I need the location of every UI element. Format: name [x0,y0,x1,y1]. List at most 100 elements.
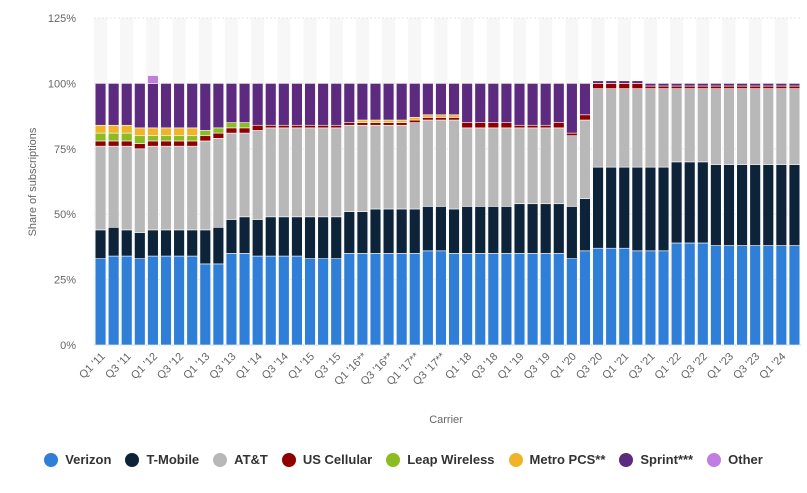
bar-segment[interactable] [251,83,264,126]
bar-segment[interactable] [238,83,251,123]
bar-segment[interactable] [107,83,120,126]
bar-segment[interactable] [121,255,133,346]
bar-segment[interactable] [278,255,290,346]
bar-segment[interactable] [579,198,591,252]
bar-segment[interactable] [710,164,722,246]
bar-segment[interactable] [736,83,748,87]
bar-segment[interactable] [461,206,473,254]
legend-item[interactable]: Metro PCS** [508,452,605,467]
bar-segment[interactable] [448,83,460,116]
bar-segment[interactable] [592,83,604,89]
bar-segment[interactable] [684,85,696,89]
bar-segment[interactable] [225,219,238,254]
bar-segment[interactable] [762,245,774,346]
bar-segment[interactable] [186,135,198,142]
bar-segment[interactable] [710,83,722,87]
bar-segment[interactable] [605,83,617,89]
bar-segment[interactable] [173,145,185,231]
bar-segment[interactable] [605,80,617,84]
legend-item[interactable]: US Cellular [281,452,372,467]
bar-segment[interactable] [396,83,408,121]
bar-segment[interactable] [553,122,565,129]
bar-segment[interactable] [775,245,788,346]
bar-segment[interactable] [618,80,630,84]
bar-segment[interactable] [212,138,225,228]
bar-segment[interactable] [422,119,434,207]
bar-segment[interactable] [330,83,342,126]
bar-segment[interactable] [107,124,120,134]
bar-segment[interactable] [160,255,172,346]
bar-segment[interactable] [500,206,513,254]
bar-segment[interactable] [396,119,408,123]
bar-segment[interactable] [304,258,316,346]
bar-segment[interactable] [134,148,146,233]
bar-segment[interactable] [317,216,329,259]
bar-segment[interactable] [775,164,788,246]
bar-segment[interactable] [199,140,211,231]
bar-segment[interactable] [265,127,277,218]
bar-segment[interactable] [94,140,107,147]
bar-segment[interactable] [605,88,617,168]
bar-segment[interactable] [710,85,722,89]
bar-segment[interactable] [500,83,513,123]
bar-segment[interactable] [422,117,434,121]
bar-segment[interactable] [684,83,696,87]
bar-segment[interactable] [670,161,683,244]
bar-segment[interactable] [396,122,408,126]
bar-segment[interactable] [657,166,670,252]
bar-segment[interactable] [225,253,238,346]
bar-segment[interactable] [762,88,774,165]
bar-segment[interactable] [736,245,748,346]
bar-segment[interactable] [356,211,369,254]
bar-segment[interactable] [448,208,460,254]
bar-segment[interactable] [697,85,709,89]
bar-segment[interactable] [212,83,225,129]
bar-segment[interactable] [657,83,670,87]
bar-segment[interactable] [788,245,801,346]
bar-segment[interactable] [644,166,657,252]
bar-segment[interactable] [644,83,657,87]
bar-segment[interactable] [173,127,185,137]
bar-segment[interactable] [382,122,395,126]
bar-segment[interactable] [199,130,211,137]
bar-segment[interactable] [160,140,172,147]
bar-segment[interactable] [356,119,369,123]
bar-segment[interactable] [160,83,172,129]
bar-segment[interactable] [461,127,473,207]
bar-segment[interactable] [94,229,107,259]
bar-segment[interactable] [238,132,251,218]
bar-segment[interactable] [448,117,460,121]
bar-segment[interactable] [487,127,499,207]
bar-segment[interactable] [644,250,657,346]
bar-segment[interactable] [304,127,316,218]
bar-segment[interactable] [251,219,264,257]
bar-segment[interactable] [605,166,617,249]
bar-segment[interactable] [540,127,552,205]
bar-segment[interactable] [343,122,355,126]
bar-segment[interactable] [513,203,526,254]
bar-segment[interactable] [710,245,722,346]
bar-segment[interactable] [356,83,369,121]
legend-item[interactable]: T-Mobile [125,452,199,467]
bar-segment[interactable] [317,258,329,346]
bar-segment[interactable] [579,119,591,199]
bar-segment[interactable] [330,124,342,129]
bar-segment[interactable] [422,114,434,118]
bar-segment[interactable] [107,145,120,228]
bar-segment[interactable] [684,161,696,244]
bar-segment[interactable] [487,122,499,129]
bar-segment[interactable] [644,88,657,168]
bar-segment[interactable] [212,263,225,346]
bar-segment[interactable] [251,124,264,131]
bar-segment[interactable] [592,88,604,168]
bar-segment[interactable] [409,83,421,118]
bar-segment[interactable] [461,122,473,129]
bar-segment[interactable] [396,253,408,346]
bar-segment[interactable] [382,119,395,123]
bar-segment[interactable] [618,247,630,346]
bar-segment[interactable] [670,242,683,346]
bar-segment[interactable] [474,122,486,129]
bar-segment[interactable] [121,83,133,126]
bar-segment[interactable] [474,83,486,123]
bar-segment[interactable] [212,132,225,139]
